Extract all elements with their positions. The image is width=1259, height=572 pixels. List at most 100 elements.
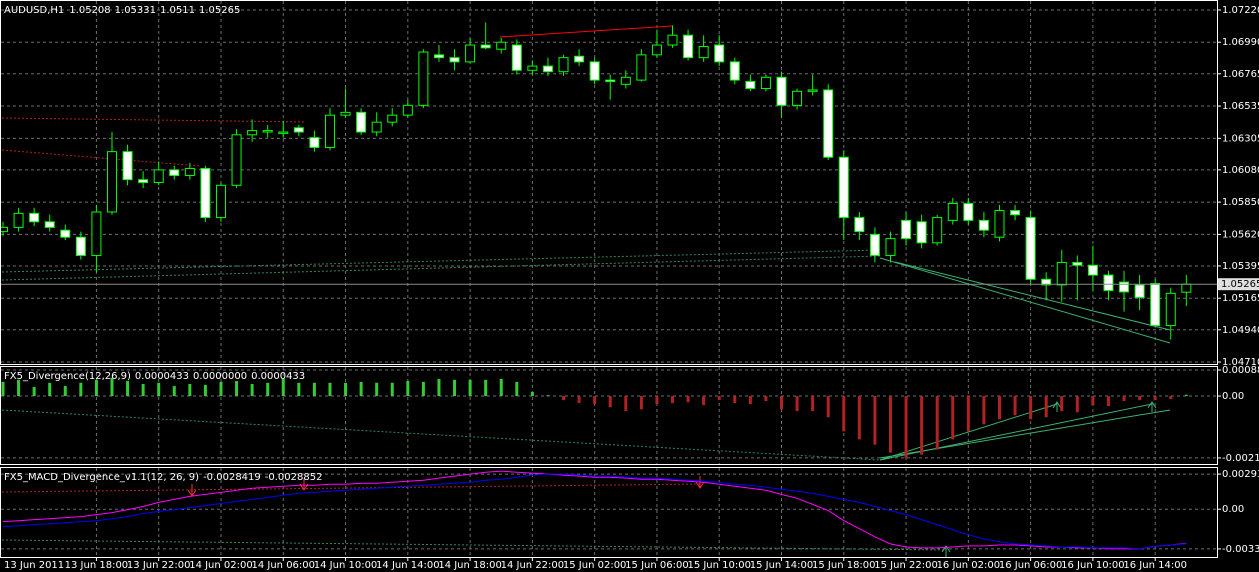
candle-body [1025, 217, 1036, 280]
histogram-bar [764, 396, 768, 402]
y-tick-label: 1.06535 [1222, 101, 1259, 112]
y-tick-label: 0.00 [1222, 391, 1244, 402]
candle-body [433, 54, 444, 59]
histogram-bar [888, 396, 892, 453]
panel-frames [0, 0, 1218, 558]
candle-body [1087, 264, 1098, 276]
candle-body [215, 184, 226, 219]
candle-body [745, 81, 756, 90]
x-tick-label: 16 Jun 06:00 [999, 560, 1063, 571]
indicator-value: 0.0000433 [135, 371, 189, 382]
histogram-bar [857, 396, 861, 440]
histogram-bar [530, 391, 534, 397]
candle-body [169, 169, 180, 176]
candle-body [542, 65, 553, 73]
x-tick-label: 14 Jun 10:00 [314, 560, 378, 571]
histogram-bar [63, 386, 67, 397]
indicator-line [2, 473, 1187, 550]
candle-body [496, 41, 507, 50]
histogram-bar [375, 382, 379, 397]
histogram-bar [94, 379, 98, 397]
y-tick-label: 1.06990 [1222, 37, 1259, 48]
candle-body [605, 79, 616, 83]
histogram-bar [1138, 396, 1142, 401]
candle-body [901, 219, 912, 240]
x-tick-label: 15 Jun 02:00 [563, 560, 627, 571]
divergence-line [1, 483, 701, 493]
candle-body [963, 203, 974, 221]
candle-body [947, 203, 958, 221]
histogram-bar [126, 381, 130, 397]
indicator-value: 0.0000433 [251, 371, 305, 382]
histogram-bar [48, 382, 52, 397]
signal-arrow [941, 545, 951, 558]
divergence-lines [1, 25, 1171, 558]
histogram-bar [328, 382, 332, 397]
y-tick-label: 1.06305 [1222, 133, 1259, 144]
candle-body [667, 34, 678, 46]
candle-body [994, 210, 1005, 238]
y-tick-label: 1.06080 [1222, 165, 1259, 176]
x-tick-label: 13 Jun 2011 [4, 560, 64, 571]
x-tick-label: 15 Jun 14:00 [750, 560, 814, 571]
histogram-bar [702, 396, 706, 406]
x-tick-label: 15 Jun 18:00 [812, 560, 876, 571]
candle-body [200, 167, 211, 219]
candle-body [60, 229, 71, 238]
signal-arrow [1052, 401, 1062, 412]
candle-body [792, 90, 803, 106]
x-tick-label: 16 Jun 02:00 [937, 560, 1001, 571]
candle-body [589, 61, 600, 81]
candle-body [184, 167, 195, 176]
candle-body [293, 127, 304, 133]
candle-body [838, 156, 849, 219]
y-tick-label: 1.07220 [1222, 5, 1259, 16]
histogram-bar [406, 381, 410, 397]
histogram-bar [748, 396, 752, 405]
candle-body [776, 76, 787, 106]
candle-body [153, 169, 164, 183]
histogram-bar [250, 383, 254, 397]
histogram-bar [904, 396, 908, 458]
candle-body [854, 217, 865, 233]
histogram-bar [966, 396, 970, 432]
candle-body [0, 226, 8, 233]
candle-body [309, 137, 320, 148]
x-tick-label: 14 Jun 02:00 [189, 560, 253, 571]
x-tick-label: 14 Jun 06:00 [251, 560, 315, 571]
high: 1.05331 [115, 5, 156, 16]
symbol: AUDUSD,H1 [4, 5, 64, 16]
histogram-bar [110, 377, 114, 397]
indicator-value: 0.0000000 [193, 371, 247, 382]
histogram-bar [32, 386, 36, 397]
close: 1.05265 [199, 5, 240, 16]
x-tick-label: 15 Jun 22:00 [874, 560, 938, 571]
histogram-bar [453, 379, 457, 397]
histogram-bar [17, 379, 21, 397]
histogram-bar [1184, 394, 1188, 397]
histogram-bar [344, 382, 348, 397]
histogram-bar [1029, 396, 1033, 420]
candle-body [247, 130, 258, 136]
histogram-bar [842, 396, 846, 432]
y-tick-label: 0.002939 [1222, 469, 1259, 480]
candle-body [527, 65, 538, 71]
candle-body [823, 89, 834, 158]
divergence-line [1, 409, 881, 461]
divergence-line [1, 149, 201, 167]
candle-body [387, 114, 398, 123]
candle-body [729, 61, 740, 81]
divergence-line [879, 257, 1171, 344]
x-tick-label: 14 Jun 14:00 [376, 560, 440, 571]
candle-body [574, 55, 585, 63]
y-tick-label: 0.000884 [1222, 365, 1259, 376]
histogram-bar [468, 379, 472, 397]
candle-body [698, 45, 709, 59]
candle-body [511, 44, 522, 71]
indicator-line [2, 470, 1187, 550]
candle-body [262, 130, 273, 133]
y-tick-label: 1.06765 [1222, 69, 1259, 80]
